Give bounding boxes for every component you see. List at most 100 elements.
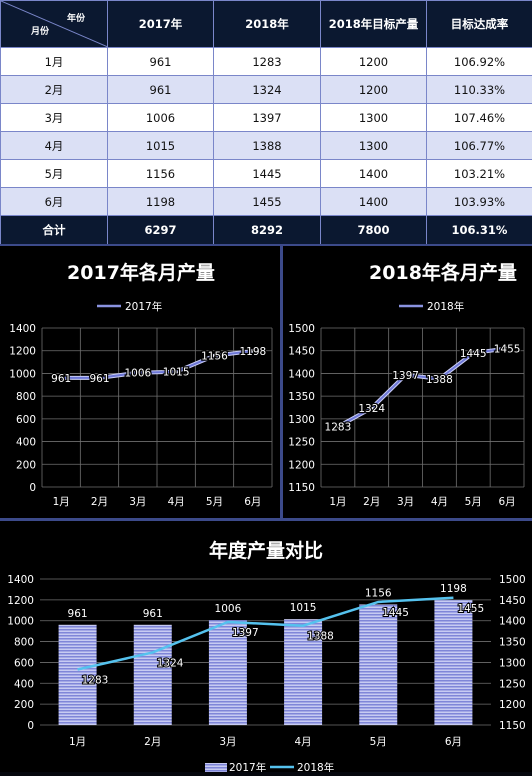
chart-annual-comparison: 年度产量对比0200400600800100012001400115012001… xyxy=(0,521,532,772)
y2-tick-label: 1300 xyxy=(499,657,526,669)
y2-tick-label: 1150 xyxy=(499,720,526,732)
cell-month: 1月 xyxy=(1,48,108,76)
cell-rate: 107.46% xyxy=(427,104,532,132)
cell-2018: 1388 xyxy=(214,132,321,160)
y-tick-label: 1300 xyxy=(288,414,315,426)
line-data-label: 1397 xyxy=(232,627,259,639)
x-tick-label: 3月 xyxy=(219,736,236,748)
cell-target: 1200 xyxy=(321,76,427,104)
corner-month-label: 月份 xyxy=(31,24,49,37)
chart-title: 2018年各月产量 xyxy=(369,261,517,284)
y-tick-label: 1400 xyxy=(9,323,36,335)
chart-2017-monthly: 2017年各月产量2017年02004006008001000120014001… xyxy=(0,246,280,518)
x-tick-label: 4月 xyxy=(294,736,311,748)
bar xyxy=(134,625,172,725)
corner-diagonal xyxy=(1,1,108,47)
y-tick-label: 0 xyxy=(27,720,34,732)
bar-data-label: 1198 xyxy=(440,583,467,595)
header-target: 2018年目标产量 xyxy=(321,1,427,48)
cell-2017: 1006 xyxy=(108,104,214,132)
total-2017: 6297 xyxy=(108,216,214,245)
cell-month: 4月 xyxy=(1,132,108,160)
header-2017: 2017年 xyxy=(108,1,214,48)
cell-2018: 1283 xyxy=(214,48,321,76)
table-row: 6月 1198 1455 1400 103.93% xyxy=(1,188,532,216)
cell-month: 2月 xyxy=(1,76,108,104)
line-data-label: 1388 xyxy=(307,631,334,643)
line-data-label: 1455 xyxy=(457,603,484,615)
table-total-row: 合计 6297 8292 7800 106.31% xyxy=(1,216,532,245)
cell-target: 1400 xyxy=(321,160,427,188)
chart-title: 年度产量对比 xyxy=(209,539,323,562)
header-2018: 2018年 xyxy=(214,1,321,48)
y-tick-label: 1000 xyxy=(9,368,36,380)
bar xyxy=(359,604,397,725)
y-tick-label: 600 xyxy=(14,657,34,669)
y-tick-label: 600 xyxy=(16,414,36,426)
y-tick-label: 800 xyxy=(16,391,36,403)
y-tick-label: 400 xyxy=(16,437,36,449)
legend-swatch-bar xyxy=(205,763,227,772)
y2-tick-label: 1350 xyxy=(499,637,526,649)
y2-tick-label: 1500 xyxy=(499,574,526,586)
x-tick-label: 1月 xyxy=(69,736,86,748)
total-2018: 8292 xyxy=(214,216,321,245)
x-tick-label: 6月 xyxy=(445,736,462,748)
y-tick-label: 1200 xyxy=(7,595,34,607)
total-label: 合计 xyxy=(1,216,108,245)
x-tick-label: 6月 xyxy=(498,496,515,508)
table-header-row: 年份 月份 2017年 2018年 2018年目标产量 目标达成率 xyxy=(1,1,532,48)
x-tick-label: 3月 xyxy=(129,496,146,508)
y-tick-label: 1400 xyxy=(288,368,315,380)
y-tick-label: 1000 xyxy=(7,616,34,628)
cell-2017: 1198 xyxy=(108,188,214,216)
cell-target: 1400 xyxy=(321,188,427,216)
table-row: 4月 1015 1388 1300 106.77% xyxy=(1,132,532,160)
data-label: 1283 xyxy=(325,422,352,434)
table-row: 1月 961 1283 1200 106.92% xyxy=(1,48,532,76)
cell-rate: 106.92% xyxy=(427,48,532,76)
cell-rate: 103.21% xyxy=(427,160,532,188)
bar-data-label: 1156 xyxy=(365,587,392,599)
x-tick-label: 5月 xyxy=(465,496,482,508)
data-label: 1324 xyxy=(358,403,385,415)
bar-data-label: 1015 xyxy=(290,602,317,614)
x-tick-label: 6月 xyxy=(244,496,261,508)
y-tick-label: 200 xyxy=(14,699,34,711)
x-tick-label: 5月 xyxy=(370,736,387,748)
cell-2018: 1397 xyxy=(214,104,321,132)
y-tick-label: 1250 xyxy=(288,437,315,449)
cell-2018: 1445 xyxy=(214,160,321,188)
x-tick-label: 3月 xyxy=(397,496,414,508)
y2-tick-label: 1400 xyxy=(499,616,526,628)
data-label: 1198 xyxy=(239,346,266,358)
cell-month: 3月 xyxy=(1,104,108,132)
bar-data-label: 961 xyxy=(68,608,88,620)
x-tick-label: 1月 xyxy=(53,496,70,508)
bar-data-label: 1006 xyxy=(215,603,242,615)
data-label: 1388 xyxy=(426,374,453,386)
cell-rate: 103.93% xyxy=(427,188,532,216)
cell-2017: 1156 xyxy=(108,160,214,188)
header-rate: 目标达成率 xyxy=(427,1,532,48)
data-label: 1006 xyxy=(124,368,151,380)
y-tick-label: 400 xyxy=(14,678,34,690)
y-tick-label: 200 xyxy=(16,459,36,471)
line-data-label: 1283 xyxy=(82,675,109,687)
legend-label: 2017年 xyxy=(229,761,266,772)
y-tick-label: 1350 xyxy=(288,391,315,403)
legend-label: 2017年 xyxy=(125,300,162,313)
x-tick-label: 4月 xyxy=(168,496,185,508)
cell-2018: 1455 xyxy=(214,188,321,216)
cell-2018: 1324 xyxy=(214,76,321,104)
y2-tick-label: 1250 xyxy=(499,678,526,690)
cell-rate: 106.77% xyxy=(427,132,532,160)
line-data-label: 1324 xyxy=(157,657,184,669)
y-tick-label: 1200 xyxy=(9,346,36,358)
y-tick-label: 1200 xyxy=(288,459,315,471)
y-tick-label: 0 xyxy=(29,482,36,494)
table-row: 5月 1156 1445 1400 103.21% xyxy=(1,160,532,188)
